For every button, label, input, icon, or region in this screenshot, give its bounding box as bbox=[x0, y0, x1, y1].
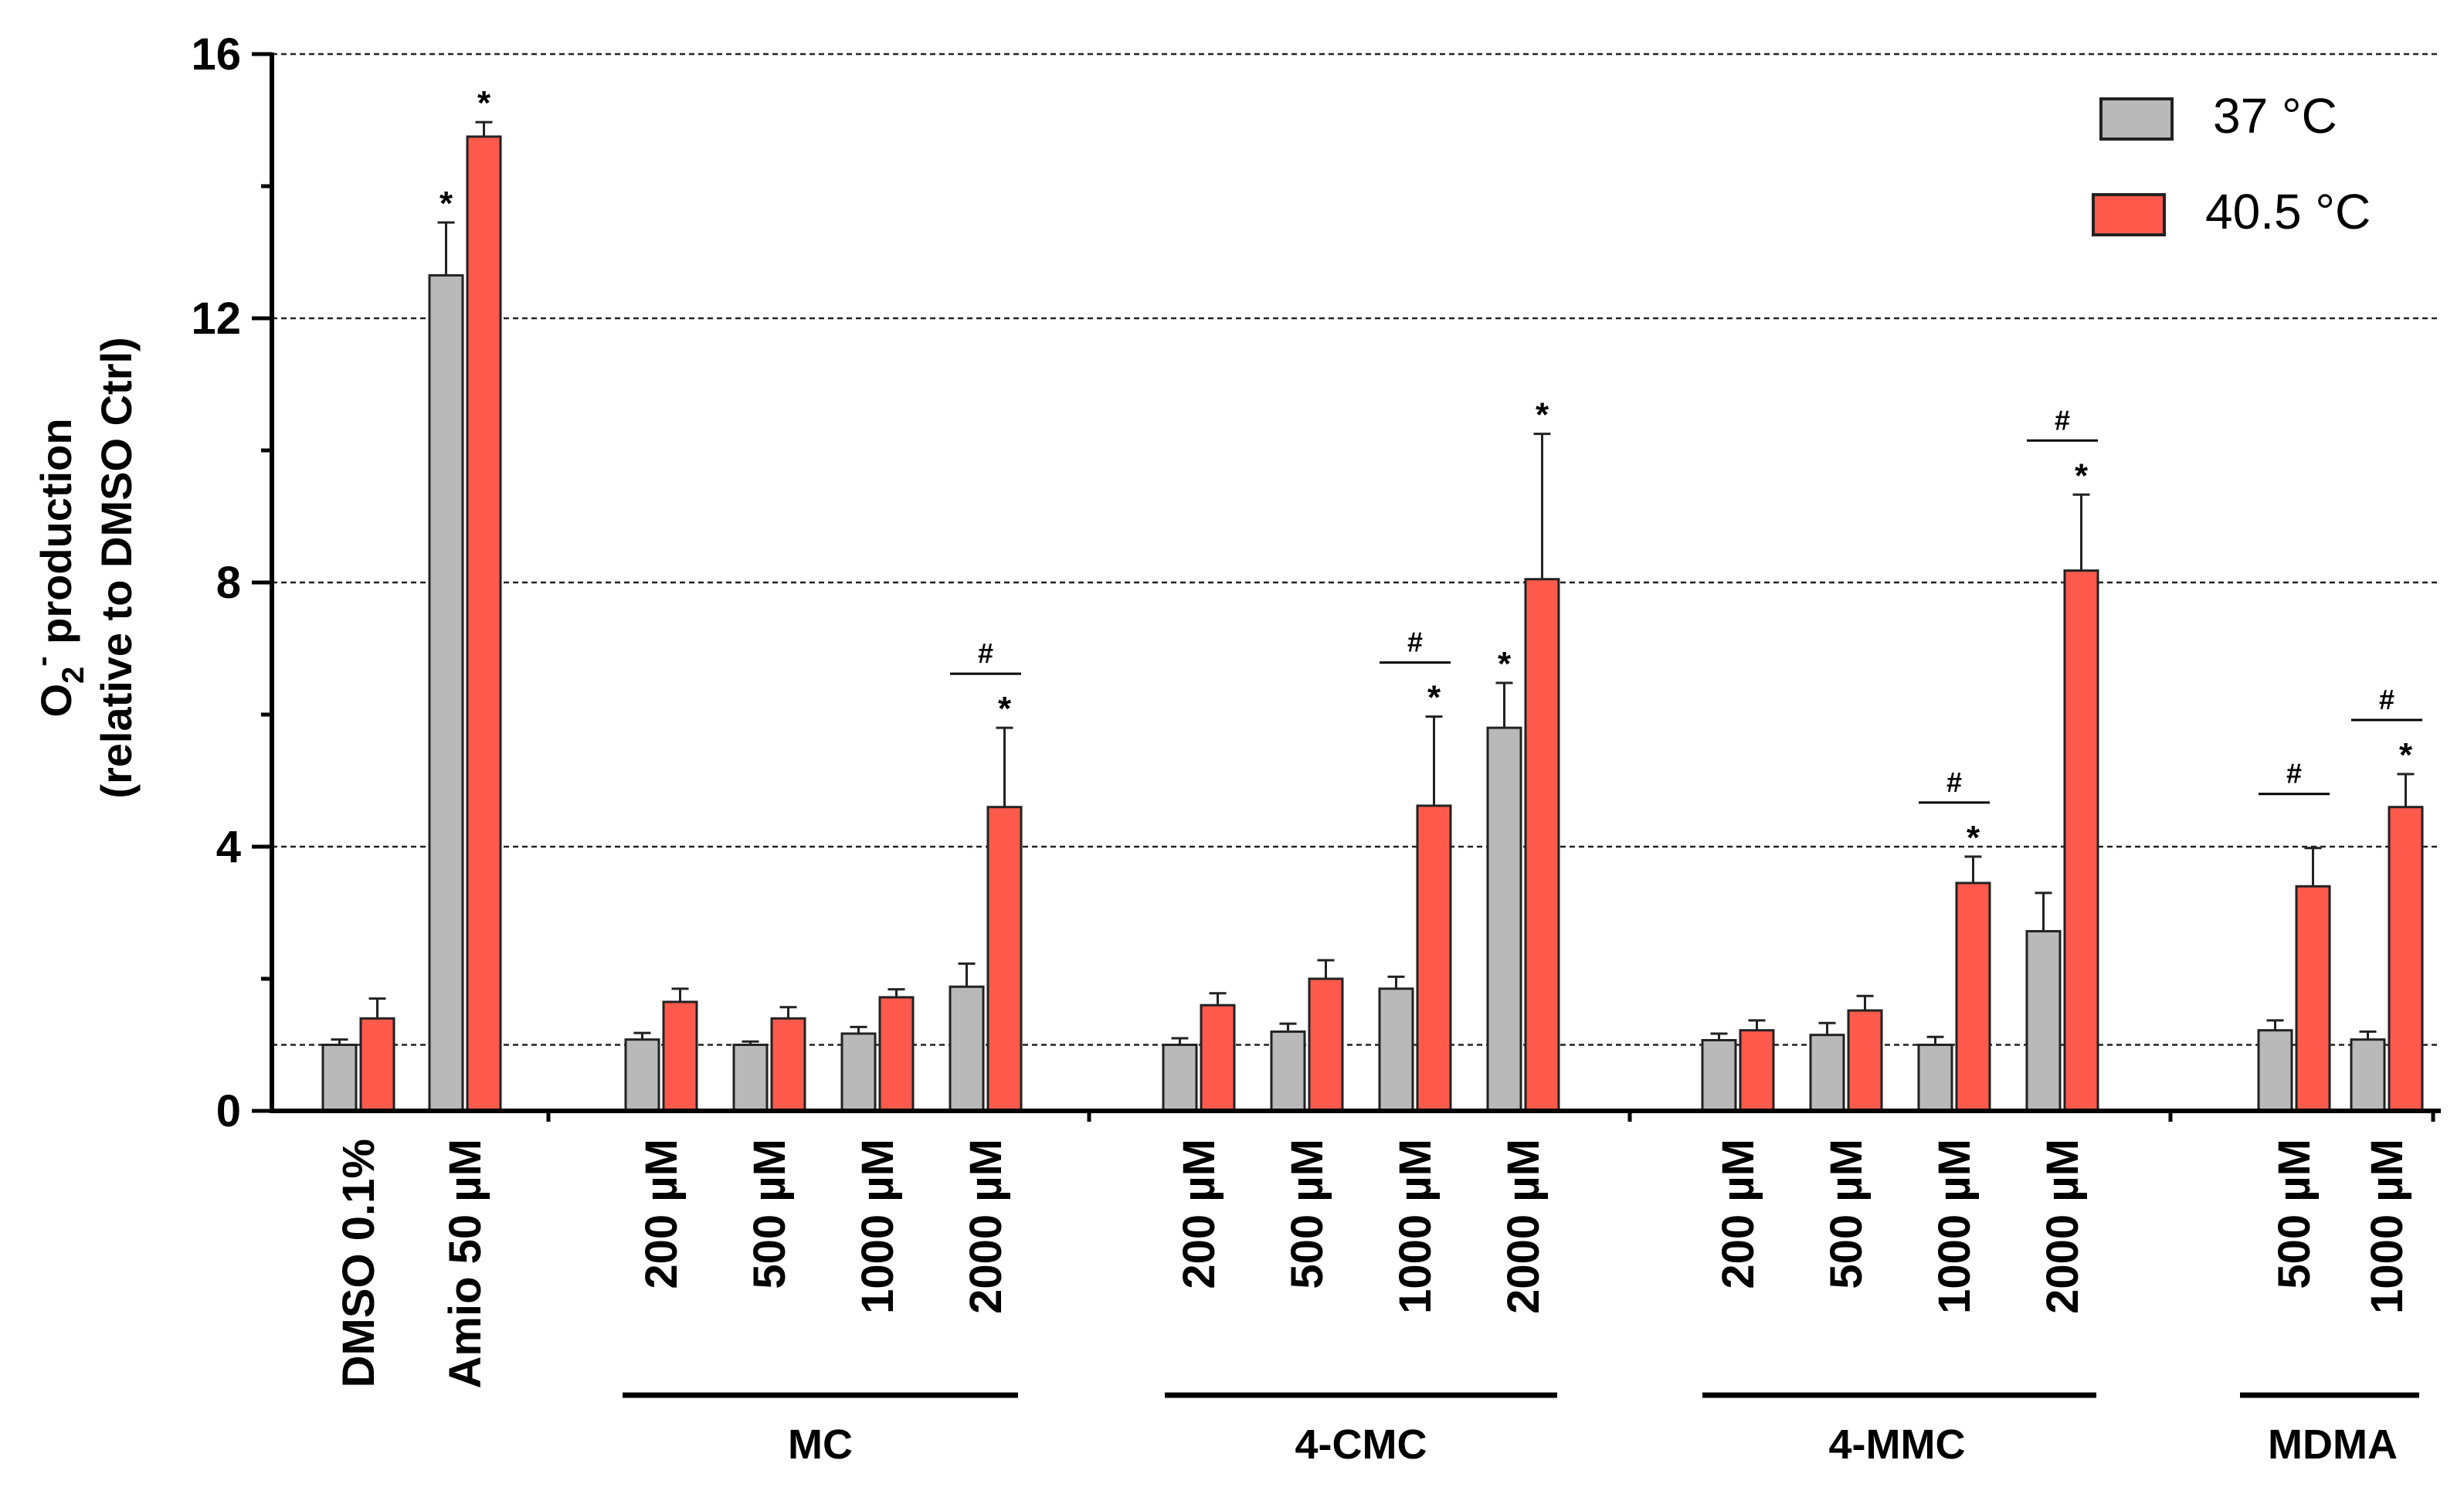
y-axis-title-line2: (relative to DMSO Ctrl) bbox=[92, 337, 141, 798]
bar-37c bbox=[1486, 726, 1522, 1112]
y-tick-label: 12 bbox=[191, 294, 241, 344]
category-label: Amio 50 µM bbox=[440, 1139, 490, 1388]
y-tick-label: 0 bbox=[216, 1086, 241, 1136]
bar-40-5c bbox=[878, 996, 915, 1112]
bar-37c bbox=[1270, 1030, 1306, 1112]
y-tick-label: 16 bbox=[191, 29, 241, 80]
bar-37c bbox=[949, 985, 985, 1112]
category-label: 200 µM bbox=[1713, 1139, 1763, 1289]
bar-40-5c bbox=[466, 135, 502, 1112]
bar-40-5c bbox=[1847, 1009, 1883, 1112]
bar-37c bbox=[1378, 987, 1414, 1112]
category-label: 1000 µM bbox=[853, 1139, 903, 1314]
bar-37c bbox=[2350, 1038, 2386, 1112]
significance-hash: # bbox=[2055, 404, 2070, 436]
significance-star: * bbox=[1498, 645, 1512, 683]
bar-37c bbox=[428, 273, 464, 1112]
bar-40-5c bbox=[1524, 578, 1560, 1112]
category-label: 1000 µM bbox=[1390, 1139, 1441, 1314]
bar-37c bbox=[1809, 1034, 1845, 1112]
bar-37c bbox=[1917, 1044, 1953, 1112]
significance-hash: # bbox=[2286, 758, 2302, 790]
bar-40-5c bbox=[1416, 804, 1452, 1112]
category-label: 2000 µM bbox=[1498, 1139, 1549, 1314]
significance-hash: # bbox=[1946, 766, 1962, 798]
category-label: DMSO 0.1% bbox=[334, 1139, 384, 1387]
bar-40-5c bbox=[1955, 881, 1991, 1112]
bar-40-5c bbox=[986, 806, 1023, 1112]
y-ticks: 0 4 8 12 16 bbox=[191, 29, 272, 1136]
bar-40-5c bbox=[1739, 1029, 1775, 1112]
category-label: 500 µM bbox=[2269, 1139, 2320, 1289]
bar-40-5c bbox=[2388, 806, 2424, 1112]
legend-label-40-5: 40.5 °C bbox=[2205, 184, 2371, 239]
category-labels: DMSO 0.1% Amio 50 µM 200 µM 500 µM 1000 µM 20… bbox=[334, 1139, 2412, 1388]
category-label: 2000 µM bbox=[2038, 1139, 2088, 1314]
bar-40-5c bbox=[359, 1017, 395, 1112]
significance-star: * bbox=[1536, 396, 1549, 434]
category-label: 1000 µM bbox=[2362, 1139, 2412, 1314]
category-label: 200 µM bbox=[636, 1139, 687, 1289]
bar-37c bbox=[624, 1038, 660, 1112]
group-label: 4-MMC bbox=[1829, 1421, 1966, 1468]
y-tick-label: 4 bbox=[216, 822, 241, 872]
bar-40-5c bbox=[1200, 1003, 1236, 1112]
category-label: 500 µM bbox=[1821, 1139, 1872, 1289]
y-axis-title: O2- production (relative to DMSO Ctrl) bbox=[25, 337, 141, 798]
category-label: 2000 µM bbox=[961, 1139, 1011, 1314]
category-label: 500 µM bbox=[1282, 1139, 1332, 1289]
legend-swatch-37 bbox=[2099, 97, 2174, 141]
significance-star: * bbox=[1967, 819, 1980, 857]
significance-star: * bbox=[477, 84, 491, 122]
bar-37c bbox=[732, 1044, 769, 1112]
bars bbox=[321, 121, 2424, 1112]
significance-star: * bbox=[2399, 736, 2413, 774]
legend-label-37: 37 °C bbox=[2213, 88, 2337, 144]
bar-40-5c bbox=[1308, 977, 1344, 1112]
significance-hash: # bbox=[1407, 627, 1423, 658]
significance-star: * bbox=[1427, 679, 1441, 717]
bar-40-5c bbox=[2063, 569, 2099, 1112]
category-label: 500 µM bbox=[745, 1139, 795, 1289]
bar-40-5c bbox=[770, 1017, 806, 1112]
group-labels: MC 4-CMC 4-MMC MDMA bbox=[623, 1392, 2419, 1468]
group-label: 4-CMC bbox=[1295, 1421, 1427, 1468]
significance-hash: # bbox=[978, 637, 993, 669]
significance-annotations: ***#*#***#*## *# bbox=[440, 84, 2422, 857]
significance-star: * bbox=[440, 185, 453, 222]
bar-37c bbox=[1162, 1044, 1198, 1112]
bar-37c bbox=[2025, 929, 2062, 1112]
y-tick-label: 8 bbox=[216, 558, 241, 608]
bar-37c bbox=[2257, 1029, 2293, 1112]
category-label: 200 µM bbox=[1174, 1139, 1224, 1289]
significance-star: * bbox=[2075, 457, 2089, 494]
bar-37c bbox=[840, 1032, 877, 1112]
legend: 37 °C 40.5 °C bbox=[2092, 88, 2371, 239]
bar-40-5c bbox=[662, 1000, 698, 1112]
category-label: 1000 µM bbox=[1929, 1139, 1980, 1314]
bar-37c bbox=[321, 1044, 358, 1112]
group-label: MC bbox=[788, 1421, 853, 1468]
significance-star: * bbox=[998, 690, 1012, 728]
y-axis-title-line1: O2- production bbox=[25, 418, 90, 717]
legend-swatch-40-5 bbox=[2092, 193, 2166, 236]
bar-40-5c bbox=[2295, 885, 2331, 1112]
bar-37c bbox=[1701, 1039, 1737, 1112]
significance-hash: # bbox=[2379, 684, 2394, 715]
group-label: MDMA bbox=[2268, 1421, 2398, 1468]
